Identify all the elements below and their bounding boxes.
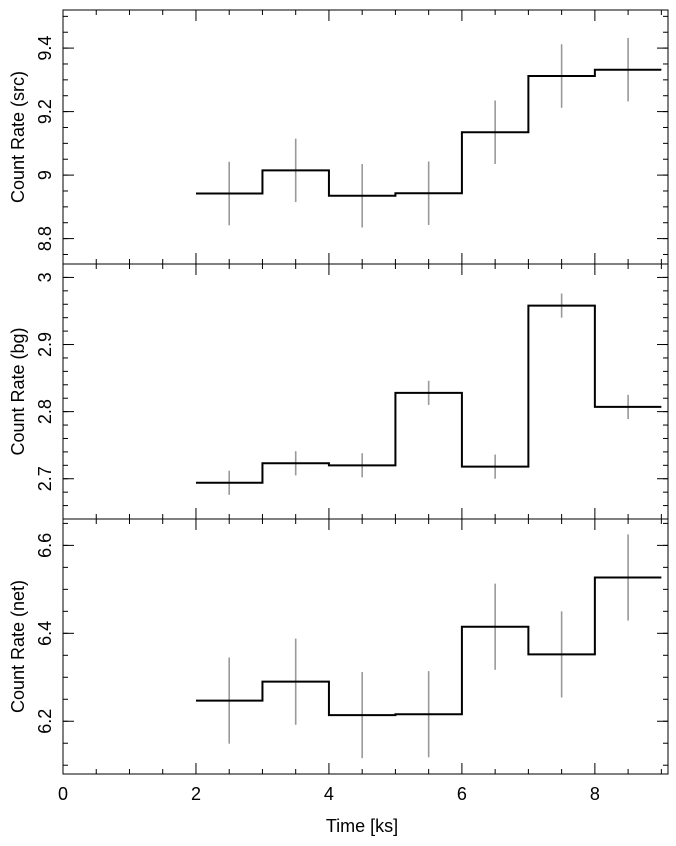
y-tick-label: 9 [35, 170, 55, 180]
x-tick-label: 4 [324, 784, 334, 804]
x-tick-label: 0 [58, 784, 68, 804]
y-tick-label: 8.8 [35, 226, 55, 251]
y-tick-label: 6.6 [35, 533, 55, 558]
x-axis-label: Time [ks] [326, 816, 398, 836]
y-tick-label: 6.2 [35, 709, 55, 734]
panel-frame [62, 9, 669, 265]
panel-3: 6.2 6.4 6.6 Count Rate (net) [8, 518, 669, 775]
panels-group: 8.8 9 9.2 9.4 Count Rate (src) 2.7 2.8 2.9 3 Coun… [8, 9, 669, 775]
y-axis-label: Count Rate (net) [8, 580, 28, 713]
panel-frame [62, 263, 669, 520]
y-tick-label: 3 [35, 272, 55, 282]
x-tick-label: 8 [590, 784, 600, 804]
y-tick-label: 6.4 [35, 621, 55, 646]
panel-1: 8.8 9 9.2 9.4 Count Rate (src) [8, 9, 669, 265]
x-axis: 0 2 4 6 8 [58, 784, 600, 804]
step-series [195, 576, 662, 717]
y-axis-label: Count Rate (bg) [8, 327, 28, 455]
y-tick-label: 2.8 [35, 399, 55, 424]
y-tick-label: 9.4 [35, 36, 55, 61]
step-series [195, 68, 662, 197]
y-axis-label: Count Rate (src) [8, 71, 28, 203]
x-tick-label: 6 [457, 784, 467, 804]
panel-frame [62, 518, 669, 775]
y-tick-label: 9.2 [35, 99, 55, 124]
x-tick-label: 2 [191, 784, 201, 804]
y-tick-label: 2.7 [35, 466, 55, 491]
step-series [195, 304, 662, 484]
panel-2: 2.7 2.8 2.9 3 Count Rate (bg) [8, 263, 669, 520]
y-tick-label: 2.9 [35, 332, 55, 357]
